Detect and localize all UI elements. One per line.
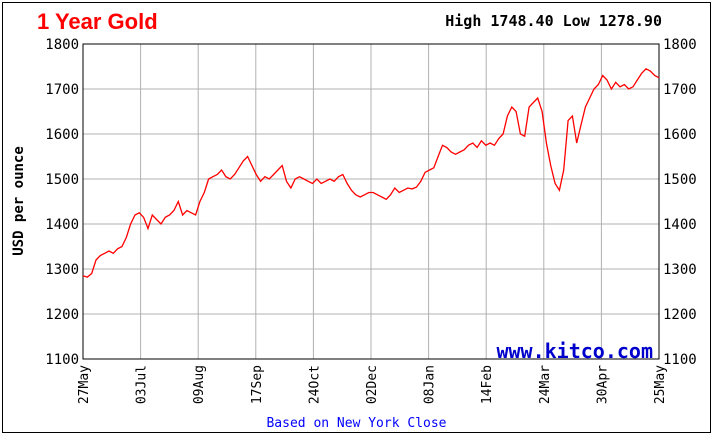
y-axis-right-ticks: 1100 1200 1300 1400 1500 1600 1700 1800 <box>663 37 697 368</box>
y-tick-label-left: 1200 <box>45 307 79 323</box>
chart-title: 1 Year Gold <box>37 9 158 34</box>
y-tick-label-right: 1400 <box>663 217 697 233</box>
y-tick-label-right: 1800 <box>663 37 697 53</box>
x-tick-label: 24Mar <box>538 365 553 404</box>
y-tick-label-right: 1700 <box>663 82 697 98</box>
y-tick-label-left: 1800 <box>45 37 79 53</box>
watermark-text: www.kitco.com <box>496 339 653 363</box>
x-tick-label: 24Oct <box>307 365 322 404</box>
x-tick-label: 25May <box>653 365 668 404</box>
x-tick-label: 03Jul <box>135 365 150 404</box>
high-low-readout: High 1748.40 Low 1278.90 <box>445 12 662 30</box>
plot-border <box>82 43 660 360</box>
y-tick-label-left: 1400 <box>45 217 79 233</box>
footnote: Based on New York Close <box>266 416 447 431</box>
y-tick-label-right: 1200 <box>663 307 697 323</box>
y-tick-label-left: 1100 <box>45 352 79 368</box>
x-tick-label: 27May <box>77 365 92 404</box>
x-tick-label: 08Jan <box>423 365 438 404</box>
y-tick-label-left: 1300 <box>45 262 79 278</box>
low-label: Low <box>562 12 590 30</box>
x-axis-ticks: 27May 03Jul 09Aug 17Sep 24Oct 02Dec 08Jan 14Feb… <box>77 365 668 404</box>
y-tick-label-left: 1500 <box>45 172 79 188</box>
y-axis-left-ticks: 1100 1200 1300 1400 1500 1600 1700 1800 <box>45 37 79 368</box>
chart-panel: 1 Year Gold High 1748.40 Low 1278.90 110… <box>2 2 711 433</box>
y-tick-label-left: 1600 <box>45 127 79 143</box>
y-tick-label-right: 1500 <box>663 172 697 188</box>
y-tick-label-right: 1600 <box>663 127 697 143</box>
grid-lines <box>83 43 659 360</box>
high-value: 1748.40 <box>490 12 554 30</box>
low-value: 1278.90 <box>598 12 662 30</box>
x-tick-label: 30Apr <box>595 365 610 404</box>
y-axis-label: USD per ounce <box>11 146 27 256</box>
gold-price-line <box>82 68 660 278</box>
x-tick-label: 17Sep <box>250 365 265 404</box>
y-tick-label-right: 1300 <box>663 262 697 278</box>
x-tick-label: 14Feb <box>480 365 495 404</box>
x-tick-label: 09Aug <box>192 365 207 404</box>
x-tick-label: 02Dec <box>365 365 380 404</box>
price-chart: 1100 1200 1300 1400 1500 1600 1700 1800 1100 120… <box>11 37 697 404</box>
y-tick-label-right: 1100 <box>663 352 697 368</box>
high-label: High <box>445 12 482 30</box>
y-tick-label-left: 1700 <box>45 82 79 98</box>
